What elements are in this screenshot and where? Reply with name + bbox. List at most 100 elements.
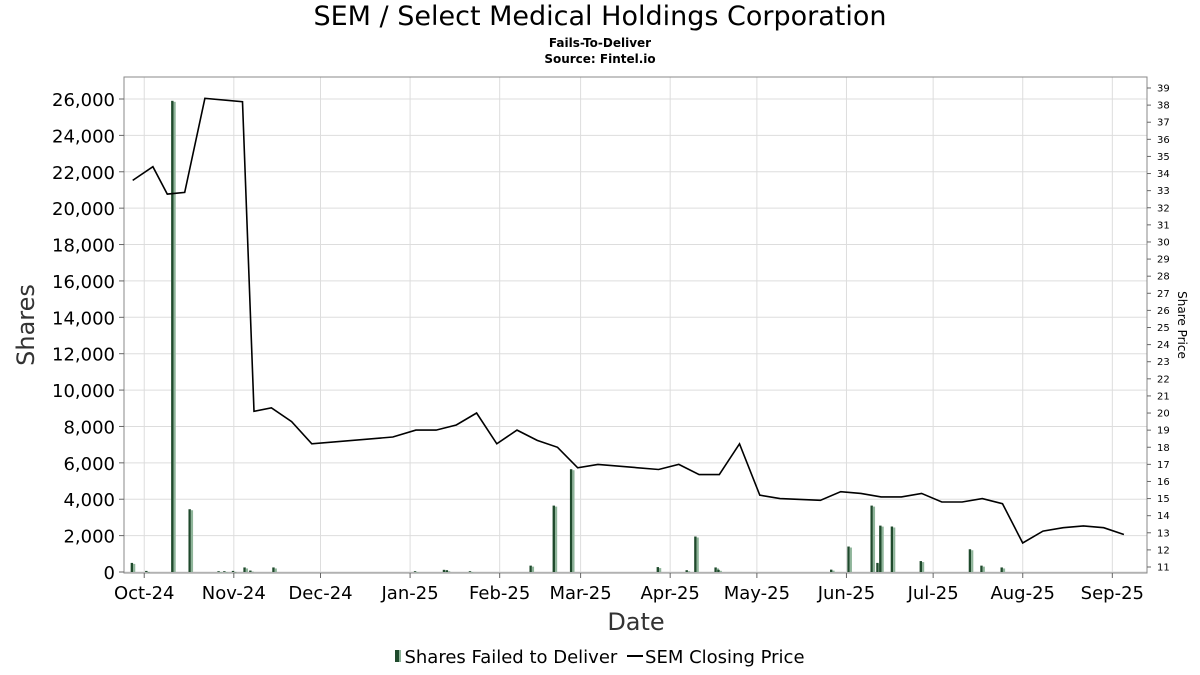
ftd-bar-dark	[529, 565, 532, 572]
ftd-bar-shade	[416, 572, 419, 573]
ftd-bar	[231, 570, 237, 573]
ftd-bar	[890, 526, 896, 572]
y-tick-label: 20,000	[52, 199, 115, 220]
ftd-bar-dark	[223, 571, 226, 572]
y-tick-label: 18,000	[52, 236, 115, 257]
ftd-bar-dark	[272, 567, 275, 572]
y2-tick-label: 11	[1157, 563, 1170, 574]
line-swatch-icon	[627, 655, 644, 657]
ftd-bar-shade	[219, 572, 222, 573]
legend: Shares Failed to Deliver SEM Closing Pri…	[0, 647, 1200, 668]
ftd-bar-shade	[173, 101, 176, 573]
ftd-bar-shade	[274, 568, 277, 572]
ftd-bar	[656, 567, 662, 572]
y2-tick-label: 27	[1157, 289, 1170, 300]
ftd-bar	[552, 505, 558, 572]
y2-tick-label: 26	[1157, 306, 1170, 317]
ftd-bar-dark	[569, 469, 573, 572]
ftd-bar-dark	[879, 525, 882, 572]
x-tick-label: Nov-24	[202, 583, 266, 604]
y2-tick-label: 36	[1157, 135, 1170, 146]
y2-tick-label: 15	[1157, 494, 1170, 505]
x-tick-label: Oct-24	[114, 583, 175, 604]
ftd-bar	[919, 561, 925, 572]
ftd-bar-dark	[130, 562, 134, 572]
ftd-bar-dark	[847, 546, 850, 572]
x-tick-label: Jun-25	[817, 583, 876, 604]
legend-label-bars: Shares Failed to Deliver	[404, 647, 618, 668]
ftd-bar	[223, 571, 228, 573]
y2-tick-label: 32	[1157, 203, 1170, 214]
ftd-bar-dark	[442, 569, 446, 572]
y-tick-label: 14,000	[52, 308, 115, 329]
ftd-bar	[569, 469, 575, 572]
ftd-bar-shade	[225, 572, 228, 573]
x-tick-label: Jan-25	[381, 583, 439, 604]
ftd-bar-shade	[719, 570, 722, 572]
ftd-bar-dark	[717, 569, 720, 572]
ftd-bar-dark	[685, 570, 688, 572]
ftd-bar-shade	[696, 537, 699, 572]
ftd-bar-shade	[872, 506, 876, 572]
y2-tick-label: 38	[1157, 101, 1170, 112]
y2-tick-label: 19	[1157, 426, 1170, 437]
ftd-bar	[272, 567, 277, 572]
y2-tick-label: 37	[1157, 118, 1170, 129]
left-axis-ticks: 0 2,000 4,000 6,000 8,000 10,000 12,000 14,000 1…	[52, 90, 124, 584]
ftd-bar-shade	[971, 550, 974, 572]
y2-tick-label: 17	[1157, 460, 1170, 471]
x-axis-ticks: Oct-24 Nov-24 Dec-24 Jan-25 Feb-25 Mar-25 Apr-…	[114, 573, 1144, 604]
ftd-bar-dark	[249, 570, 252, 572]
y-tick-label: 6,000	[63, 454, 115, 475]
ftd-bar	[413, 571, 419, 573]
y-tick-label: 26,000	[52, 90, 115, 111]
ftd-bar	[717, 569, 722, 572]
ftd-bar-shade	[147, 571, 150, 573]
y2-tick-label: 13	[1157, 528, 1170, 539]
ftd-bar-dark	[413, 571, 417, 572]
ftd-bar-shade	[554, 506, 558, 572]
ftd-bar-shade	[849, 547, 852, 572]
ftd-bar	[445, 570, 451, 572]
y2-tick-label: 35	[1157, 152, 1170, 163]
x-tick-label: May-25	[724, 583, 790, 604]
right-axis-ticks: 11 12 13 14 15 16 17 18 19 20 21 22 23 24 25 26 27 28 29 30…	[1147, 84, 1170, 574]
ftd-bars	[130, 100, 1006, 573]
ftd-bar	[1000, 567, 1006, 572]
ftd-bar	[980, 565, 985, 572]
ftd-bar-shade	[982, 566, 985, 572]
y-tick-label: 8,000	[63, 417, 115, 438]
ftd-bar-shade	[471, 572, 474, 573]
ftd-bar	[188, 509, 194, 572]
ftd-bar-dark	[968, 549, 972, 572]
y2-tick-label: 29	[1157, 255, 1170, 266]
ftd-bar	[217, 571, 222, 573]
ftd-bar-dark	[145, 570, 148, 572]
ftd-bar-shade	[893, 527, 896, 572]
y2-tick-label: 34	[1157, 169, 1170, 180]
legend-item-line: SEM Closing Price	[627, 647, 805, 668]
y2-tick-label: 16	[1157, 477, 1170, 488]
ftd-bar-dark	[876, 562, 879, 572]
ftd-bar-dark	[445, 570, 449, 572]
y-axis-label: Shares	[12, 284, 40, 366]
x-tick-label: Dec-24	[288, 583, 352, 604]
ftd-bar-shade	[1002, 568, 1006, 572]
ftd-bar-shade	[251, 571, 254, 573]
x-tick-label: Sep-25	[1081, 583, 1144, 604]
ftd-bar-dark	[1000, 567, 1003, 572]
y2-tick-label: 12	[1157, 545, 1170, 556]
ftd-bar	[171, 100, 176, 573]
ftd-bar	[830, 569, 835, 572]
ftd-bar	[130, 562, 136, 572]
y2-axis-label: Share Price	[1175, 291, 1189, 359]
ftd-bar	[694, 536, 699, 572]
ftd-bar-dark	[188, 509, 191, 572]
y-tick-label: 12,000	[52, 345, 115, 366]
ftd-bar	[879, 525, 884, 572]
y2-tick-label: 25	[1157, 323, 1170, 334]
x-tick-label: Jul-25	[907, 583, 959, 604]
ftd-bar-dark	[870, 505, 873, 572]
y-tick-label: 16,000	[52, 272, 115, 293]
ftd-bar-dark	[714, 567, 717, 572]
